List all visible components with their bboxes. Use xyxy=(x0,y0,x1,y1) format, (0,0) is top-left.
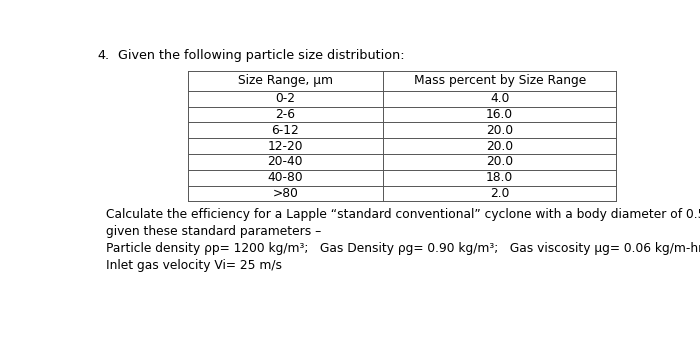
Text: 12-20: 12-20 xyxy=(267,139,303,153)
Text: Size Range, μm: Size Range, μm xyxy=(238,74,333,87)
Text: 6-12: 6-12 xyxy=(272,124,299,137)
Text: 2-6: 2-6 xyxy=(275,108,295,121)
Text: 20.0: 20.0 xyxy=(486,139,513,153)
Text: Calculate the efficiency for a Lapple “standard conventional” cyclone with a bod: Calculate the efficiency for a Lapple “s… xyxy=(106,208,700,221)
Text: Mass percent by Size Range: Mass percent by Size Range xyxy=(414,74,586,87)
Text: >80: >80 xyxy=(272,187,298,200)
Text: Given the following particle size distribution:: Given the following particle size distri… xyxy=(118,49,405,62)
Text: 20.0: 20.0 xyxy=(486,155,513,169)
Text: Inlet gas velocity Vi= 25 m/s: Inlet gas velocity Vi= 25 m/s xyxy=(106,259,283,272)
Text: 0-2: 0-2 xyxy=(275,92,295,105)
Text: 40-80: 40-80 xyxy=(267,171,303,184)
Text: Particle density ρp= 1200 kg/m³;   Gas Density ρg= 0.90 kg/m³;   Gas viscosity μ: Particle density ρp= 1200 kg/m³; Gas Den… xyxy=(106,242,700,255)
Text: given these standard parameters –: given these standard parameters – xyxy=(106,225,322,238)
Text: 2.0: 2.0 xyxy=(490,187,510,200)
Text: 4.: 4. xyxy=(97,49,109,62)
Text: 20.0: 20.0 xyxy=(486,124,513,137)
Text: 16.0: 16.0 xyxy=(486,108,513,121)
Text: 4.0: 4.0 xyxy=(490,92,510,105)
Text: 18.0: 18.0 xyxy=(486,171,513,184)
Text: 20-40: 20-40 xyxy=(267,155,303,169)
